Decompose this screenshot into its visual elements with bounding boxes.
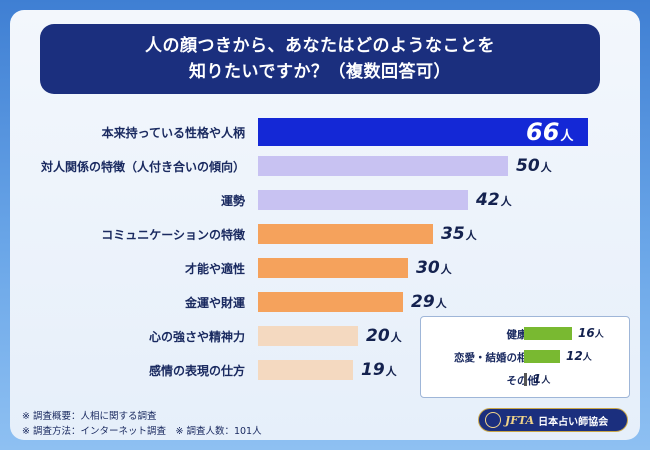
bar-value-label: 66人 bbox=[526, 119, 573, 150]
category-label: コミュニケーションの特徴 bbox=[101, 228, 245, 242]
inset-category-label: その他 bbox=[506, 375, 539, 387]
inset-bar bbox=[524, 350, 560, 363]
bar bbox=[258, 118, 588, 146]
inset-value-label: 12人 bbox=[566, 349, 592, 363]
bar bbox=[258, 258, 408, 278]
bar-value-label: 29人 bbox=[411, 292, 447, 314]
inset-value-label: 16人 bbox=[578, 326, 604, 340]
bar-value-unit: 人 bbox=[390, 331, 402, 344]
footer-survey-method: ※ 調査方法：インターネット調査 ※ 調査人数：101人 bbox=[22, 426, 262, 437]
bar bbox=[258, 156, 508, 176]
jfta-logo: JFTA 日本占い師協会 bbox=[478, 408, 628, 432]
inset-value-unit: 人 bbox=[594, 330, 604, 340]
category-label: 金運や財運 bbox=[184, 296, 245, 310]
bar bbox=[258, 326, 358, 346]
title-line-1: 人の顔つきから、あなたはどのようなことを bbox=[145, 36, 495, 56]
inset-bar bbox=[524, 327, 572, 340]
category-label: 運勢 bbox=[220, 194, 245, 208]
bar-value-unit: 人 bbox=[385, 365, 397, 378]
bar-value-unit: 人 bbox=[500, 195, 512, 208]
category-label: 感情の表現の仕方 bbox=[148, 364, 245, 378]
bar-value-label: 50人 bbox=[516, 156, 552, 178]
bar-value-number: 42 bbox=[476, 190, 500, 210]
inset-value-number: 1 bbox=[533, 372, 542, 386]
bar-value-number: 19 bbox=[361, 360, 385, 380]
bar-value-unit: 人 bbox=[560, 129, 574, 144]
seal-icon bbox=[485, 412, 501, 428]
bar-value-number: 30 bbox=[416, 258, 440, 278]
category-label: 対人関係の特徴（人付き合いの傾向） bbox=[40, 160, 245, 174]
bar-value-label: 19人 bbox=[361, 360, 397, 382]
bar-value-label: 42人 bbox=[476, 190, 512, 212]
bar-value-unit: 人 bbox=[440, 263, 452, 276]
inset-value-number: 16 bbox=[578, 326, 595, 340]
bar-value-label: 30人 bbox=[416, 258, 452, 280]
category-label: 本来持っている性格や人柄 bbox=[101, 126, 245, 140]
bar bbox=[258, 360, 353, 380]
bar-value-number: 66 bbox=[526, 118, 560, 146]
inset-bar bbox=[524, 373, 527, 386]
bar-value-number: 29 bbox=[411, 292, 435, 312]
bar bbox=[258, 224, 433, 244]
logo-name: 日本占い師協会 bbox=[538, 416, 609, 428]
bar-value-number: 35 bbox=[441, 224, 465, 244]
inset-value-unit: 人 bbox=[541, 376, 551, 386]
bar-value-number: 50 bbox=[516, 156, 540, 176]
inset-value-unit: 人 bbox=[582, 353, 592, 363]
inset-category-label: 恋愛・結婚の相性 bbox=[454, 352, 538, 364]
bar-value-number: 20 bbox=[366, 326, 390, 346]
inset-category-label: 健康面 bbox=[506, 329, 539, 341]
category-label: 才能や適性 bbox=[184, 262, 245, 276]
bar-value-label: 35人 bbox=[441, 224, 477, 246]
bar-value-unit: 人 bbox=[465, 229, 477, 242]
bar-value-unit: 人 bbox=[540, 161, 552, 174]
bar-value-label: 20人 bbox=[366, 326, 402, 348]
chart-title: 人の顔つきから、あなたはどのようなことを 知りたいですか？（複数回答可） bbox=[40, 24, 600, 94]
category-label: 心の強さや精神力 bbox=[148, 330, 245, 344]
logo-brand: JFTA bbox=[505, 413, 535, 427]
title-line-2: 知りたいですか？（複数回答可） bbox=[189, 62, 451, 82]
bar-value-unit: 人 bbox=[435, 297, 447, 310]
inset-value-label: 1人 bbox=[533, 372, 550, 386]
bar bbox=[258, 190, 468, 210]
inset-value-number: 12 bbox=[566, 349, 583, 363]
footer-survey-overview: ※ 調査概要：人相に関する調査 bbox=[22, 411, 157, 422]
bar bbox=[258, 292, 403, 312]
